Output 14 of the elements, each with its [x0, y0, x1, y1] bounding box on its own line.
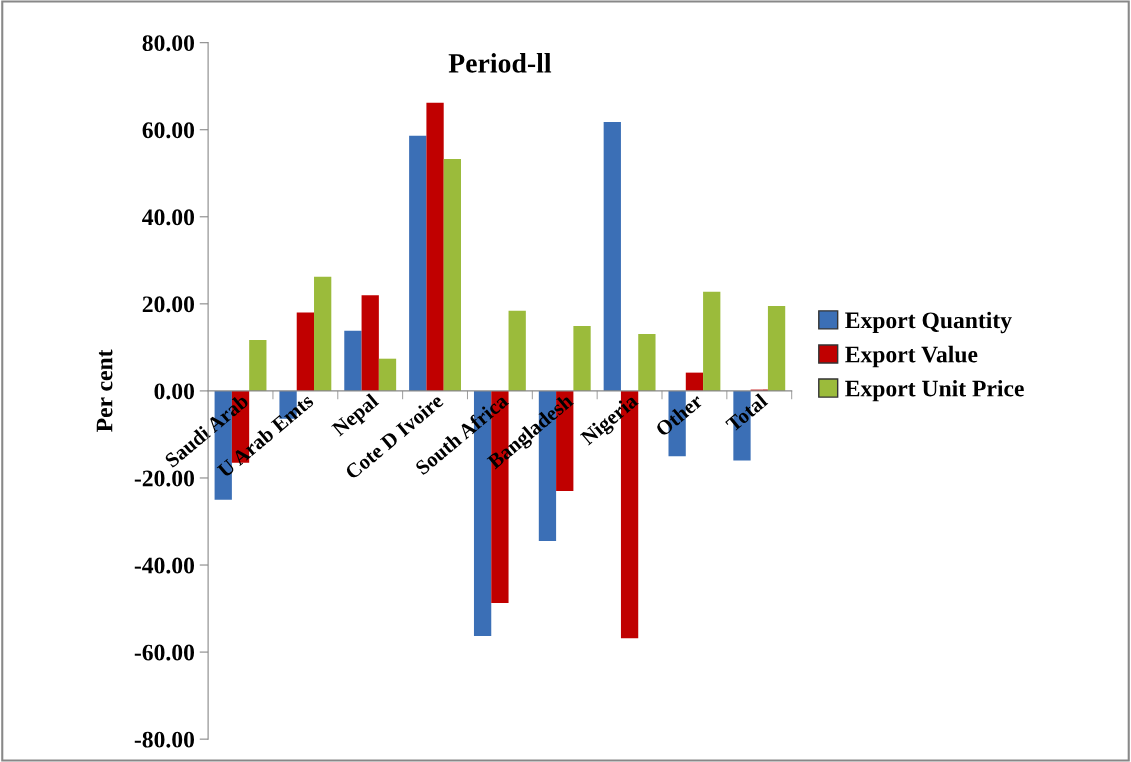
y-tick-label: -20.00: [134, 470, 195, 487]
chart-title: Period-ll: [448, 53, 552, 73]
y-tick-label: -60.00: [134, 644, 195, 661]
legend-label: Export Quantity: [845, 311, 1012, 334]
legend-label: Export Unit Price: [845, 379, 1024, 402]
y-tick-label: 20.00: [142, 296, 195, 313]
y-tick-label: 0.00: [154, 383, 195, 400]
legend-label: Export Value: [845, 345, 978, 368]
y-tick-label: -80.00: [134, 731, 195, 748]
y-tick-label: 80.00: [142, 35, 195, 52]
y-tick-label: -40.00: [134, 557, 195, 574]
y-tick-label: 60.00: [142, 122, 195, 139]
y-axis-title: Per cent: [96, 349, 113, 432]
y-tick-label: 40.00: [142, 209, 195, 226]
